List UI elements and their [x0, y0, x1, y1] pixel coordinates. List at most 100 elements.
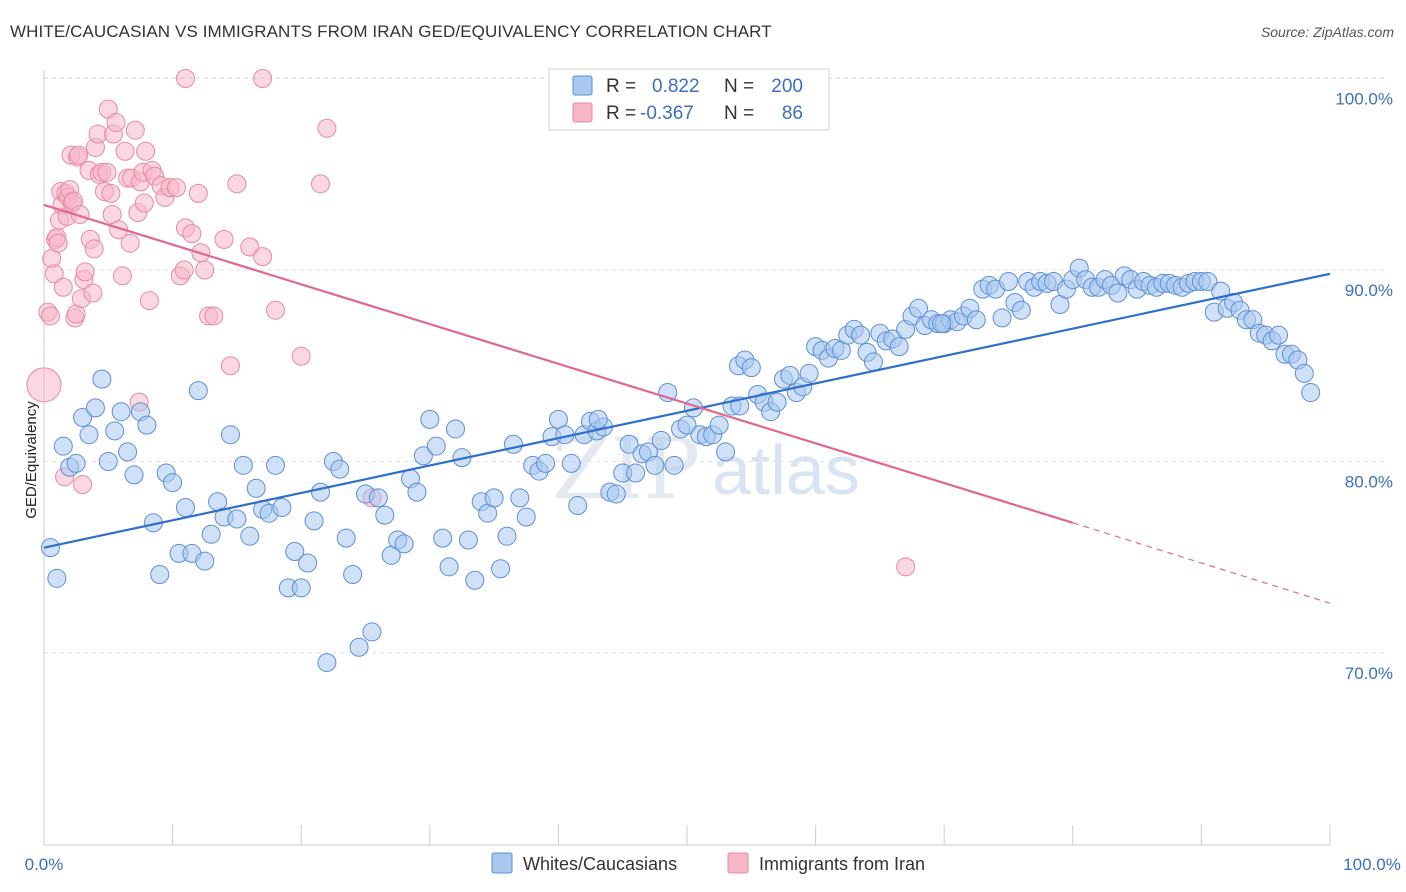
whites-point: [651, 430, 671, 450]
iran-point: [53, 277, 73, 297]
whites-point: [966, 310, 986, 330]
whites-point: [536, 453, 556, 473]
whites-point: [491, 559, 511, 579]
iran-point: [174, 260, 194, 280]
whites-point: [932, 314, 952, 334]
stats-legend-frame: [548, 68, 830, 131]
whites-point: [677, 415, 697, 435]
iran-point: [310, 174, 330, 194]
series-legend: Whites/Caucasians Immigrants from Iran: [491, 852, 925, 874]
legend-r-value-1: 0.822: [652, 76, 700, 97]
iran-point: [240, 237, 260, 257]
legend-r-label-2: R =: [606, 103, 636, 124]
iran-point: [112, 266, 132, 286]
whites-point: [664, 455, 684, 475]
source-credit: Source: ZipAtlas.com: [1260, 24, 1394, 40]
whites-point: [265, 455, 285, 475]
iran-point: [44, 264, 64, 284]
whites-point: [626, 463, 646, 483]
whites-point: [118, 442, 138, 462]
whites-point: [336, 528, 356, 548]
whites-point: [1198, 271, 1218, 291]
whites-point: [233, 455, 253, 475]
whites-point: [561, 453, 581, 473]
watermark-atlas: atlas: [712, 431, 860, 509]
immigrants-from-iran-points: [26, 69, 916, 577]
y-axis-tick-labels: 70.0% 80.0% 90.0% 100.0%: [1335, 90, 1393, 684]
whites-caucasians-points: [40, 258, 1321, 673]
series-legend-swatch-whites: [491, 852, 513, 874]
iran-point: [220, 356, 240, 376]
whites-trend-line: [43, 272, 1331, 549]
whites-point: [516, 507, 536, 527]
iran-point: [97, 162, 117, 182]
iran-point: [204, 306, 224, 326]
legend-r-label-1: R =: [606, 76, 636, 97]
whites-point: [304, 511, 324, 531]
whites-point: [285, 542, 305, 562]
x-tick-label-min: 0.0%: [25, 855, 64, 874]
whites-point: [780, 365, 800, 385]
whites-point: [53, 436, 73, 456]
whites-point: [407, 482, 427, 502]
iran-point: [253, 247, 273, 267]
whites-point: [716, 442, 736, 462]
whites-point: [413, 446, 433, 466]
iran-point: [83, 283, 103, 303]
whites-point: [420, 409, 440, 429]
whites-point: [124, 465, 144, 485]
x-tick-label-max: 100.0%: [1343, 855, 1401, 874]
whites-point: [73, 407, 93, 427]
iran-point: [136, 141, 156, 161]
whites-point: [439, 557, 459, 577]
whites-point: [163, 473, 183, 493]
whites-point: [317, 653, 337, 673]
whites-point: [709, 415, 729, 435]
whites-point: [111, 402, 131, 422]
iran-point: [69, 145, 89, 165]
series-legend-label-whites: Whites/Caucasians: [523, 854, 677, 874]
whites-point: [188, 381, 208, 401]
whites-point: [85, 398, 105, 418]
whites-point: [291, 578, 311, 598]
whites-point: [510, 488, 530, 508]
whites-point: [298, 553, 318, 573]
whites-point: [1011, 300, 1031, 320]
whites-point: [606, 484, 626, 504]
iran-point: [106, 113, 126, 133]
y-tick-label: 70.0%: [1345, 664, 1393, 683]
iran-point: [125, 120, 145, 140]
iran-point: [134, 193, 154, 213]
whites-point: [999, 271, 1018, 291]
whites-point: [310, 482, 330, 502]
iran-point: [182, 224, 202, 244]
iran-point: [188, 183, 208, 203]
whites-point: [1301, 383, 1321, 403]
whites-point: [863, 352, 883, 372]
stats-legend: R = 0.822 N = 200 R = -0.367 N = 86: [548, 68, 830, 131]
whites-point: [272, 497, 292, 517]
whites-point: [220, 425, 240, 445]
iran-point: [214, 229, 234, 249]
whites-point: [741, 358, 761, 378]
whites-point: [150, 564, 170, 584]
whites-point: [137, 415, 157, 435]
whites-point: [619, 434, 639, 454]
iran-point: [166, 178, 186, 198]
iran-point: [75, 262, 95, 282]
whites-point: [908, 298, 928, 318]
iran-point: [896, 557, 916, 577]
iran-point: [175, 69, 195, 88]
legend-r-value-2: -0.367: [640, 103, 694, 124]
gridlines: [44, 77, 1388, 654]
whites-point: [175, 497, 195, 517]
y-axis-title: GED/Equivalency: [23, 401, 40, 519]
whites-point: [195, 551, 215, 571]
whites-point: [79, 425, 99, 445]
whites-point: [568, 496, 588, 516]
legend-n-value-2: 86: [782, 103, 803, 124]
iran-point: [101, 183, 121, 203]
whites-point: [362, 622, 382, 642]
y-tick-label: 80.0%: [1345, 473, 1393, 492]
whites-point: [889, 337, 909, 357]
